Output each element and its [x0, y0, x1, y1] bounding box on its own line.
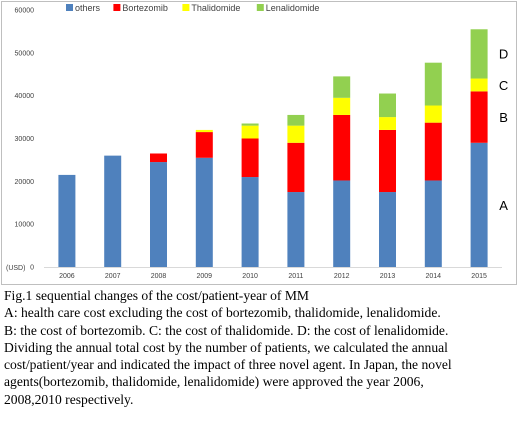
x-tick-label: 2014 [426, 273, 442, 280]
y-tick-label: 10000 [15, 222, 35, 229]
y-tick-label: 50000 [15, 50, 35, 57]
y-tick-label: 60000 [15, 8, 35, 15]
bar-lenalidomide-2013 [379, 93, 396, 118]
x-tick-label: 2010 [242, 273, 258, 280]
bar-bortezomib-2009 [195, 132, 213, 158]
legend: others Bortezomib Thalidomide Lenalidomide [66, 3, 319, 13]
bar-lenalidomide-2015 [470, 29, 488, 79]
segment-label-b: B [499, 110, 508, 125]
caption-line: Dividing the annual total cost by the nu… [4, 339, 448, 355]
legend-swatch-thalidomide [182, 4, 190, 11]
bar-others-2012 [333, 180, 351, 267]
x-tick-label: 2009 [197, 273, 213, 280]
bar-bortezomib-2014 [424, 122, 442, 181]
bar-bortezomib-2010 [241, 138, 259, 178]
x-tick-label: 2011 [288, 273, 303, 280]
bar-lenalidomide-2010 [241, 123, 259, 126]
stacked-bar-chart: 0 10000 20000 30000 40000 50000 60000 2006 2007… [6, 3, 508, 280]
x-tick-label: 2008 [151, 273, 167, 280]
y-tick-label: 30000 [15, 136, 35, 143]
bar-bortezomib-2015 [470, 91, 488, 143]
bar-others-2009 [195, 157, 213, 267]
bar-others-2011 [287, 192, 305, 267]
segment-label-d: D [499, 47, 508, 62]
segment-label-c: C [499, 78, 508, 93]
bar-thalidomide-2012 [333, 97, 351, 115]
x-tick-label: 2007 [105, 273, 121, 280]
y-tick-label: 0 [30, 265, 34, 272]
legend-label-bortezomib: Bortezomib [122, 3, 168, 13]
figure-caption: Fig.1 sequential changes of the cost/pat… [4, 287, 518, 408]
segment-labels: A B C D [499, 47, 508, 213]
legend-swatch-lenalidomide [256, 4, 264, 11]
y-tick-label: 20000 [15, 179, 35, 186]
y-unit-label: (USD) [6, 265, 25, 272]
bar-bortezomib-2008 [150, 153, 167, 163]
bar-bortezomib-2013 [379, 129, 396, 193]
legend-label-others: others [75, 3, 101, 13]
caption-line: cost/patient/year and indicated the impa… [4, 357, 452, 373]
bar-others-2010 [241, 177, 259, 267]
bar-lenalidomide-2014 [424, 62, 442, 106]
bar-thalidomide-2014 [424, 105, 442, 123]
bar-bortezomib-2012 [333, 114, 351, 181]
x-tick-label: 2012 [334, 273, 350, 280]
bar-others-2014 [424, 180, 442, 267]
chart-frame: 0 10000 20000 30000 40000 50000 60000 2006 2007… [1, 1, 517, 285]
segment-label-a: A [499, 198, 508, 213]
caption-line: A: health care cost excluding the cost o… [4, 305, 441, 321]
x-axis: 2006 2007 2008 2009 2010 2011 2012 2013 2014 2015 [44, 267, 502, 280]
bars [58, 29, 488, 267]
bar-lenalidomide-2012 [333, 76, 351, 98]
bar-thalidomide-2011 [287, 125, 305, 143]
legend-label-lenalidomide: Lenalidomide [266, 3, 320, 13]
x-tick-label: 2006 [59, 273, 75, 280]
bar-thalidomide-2010 [241, 125, 259, 139]
caption-line: Fig.1 sequential changes of the cost/pat… [4, 288, 310, 303]
bar-thalidomide-2013 [379, 117, 396, 130]
bar-bortezomib-2011 [287, 142, 305, 193]
bar-others-2007 [104, 155, 122, 267]
bar-thalidomide-2015 [470, 78, 488, 92]
bar-others-2008 [150, 162, 167, 267]
y-tick-label: 40000 [15, 93, 35, 100]
bar-lenalidomide-2011 [287, 114, 305, 126]
bar-thalidomide-2009 [195, 129, 213, 133]
bar-others-2006 [58, 174, 76, 267]
caption-line: B: the cost of bortezomib. C: the cost o… [4, 322, 449, 338]
legend-swatch-bortezomib [113, 4, 121, 11]
caption-line: 2008,2010 respectively. [4, 391, 134, 407]
legend-label-thalidomide: Thalidomide [191, 3, 240, 13]
legend-swatch-others [66, 4, 73, 11]
x-tick-label: 2015 [471, 273, 487, 280]
caption-line: agents(bortezomib, thalidomide, lenalido… [4, 374, 424, 390]
bar-others-2015 [470, 142, 488, 267]
x-tick-label: 2013 [380, 273, 396, 280]
y-axis: 0 10000 20000 30000 40000 50000 60000 [15, 8, 35, 272]
bar-others-2013 [379, 192, 396, 267]
